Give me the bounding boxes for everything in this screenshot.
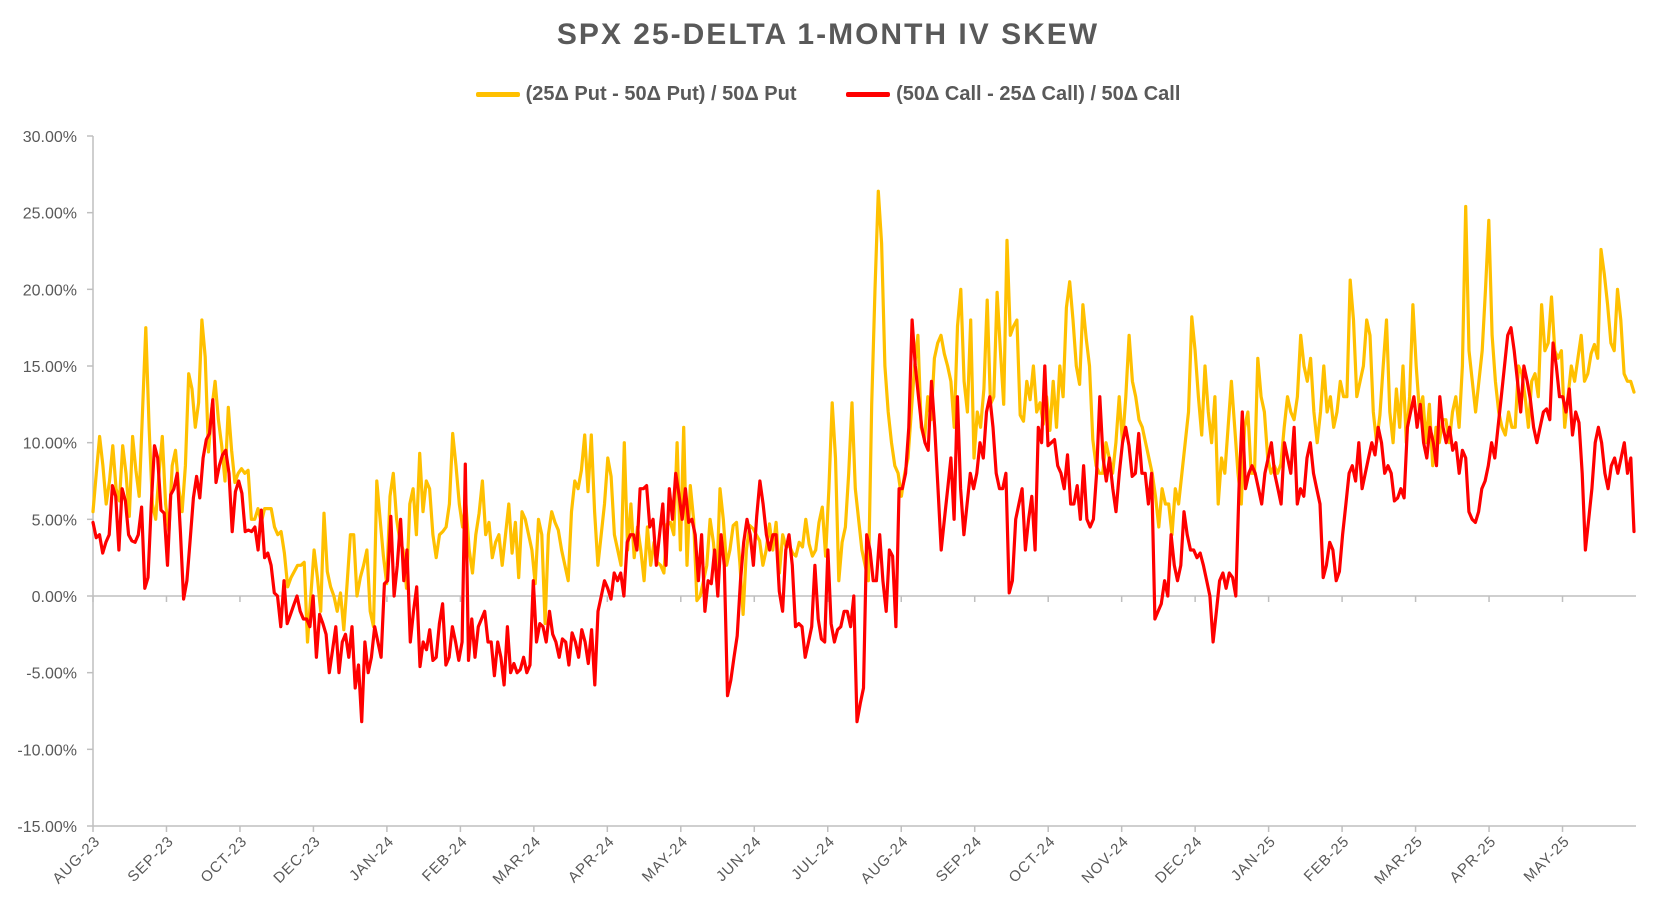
y-tick-label: 25.00% [23, 206, 77, 223]
y-tick-label: -10.00% [17, 742, 77, 759]
series-line-put-skew [91, 189, 1636, 644]
x-tick-label: APR-25 [1446, 833, 1499, 886]
x-tick-label: SEP-23 [124, 833, 177, 886]
x-tick-label: DEC-23 [270, 833, 324, 887]
x-tick-label: NOV-24 [1079, 833, 1133, 887]
x-tick-label: MAR-24 [490, 833, 545, 888]
legend-label-put-skew: (25Δ Put - 50Δ Put) / 50Δ Put [525, 83, 797, 105]
legend-label-call-skew: (50Δ Call - 25Δ Call) / 50Δ Call [896, 83, 1181, 105]
legend-item-put-skew: (25Δ Put - 50Δ Put) / 50Δ Put [475, 83, 797, 106]
x-tick-label: JUN-24 [713, 833, 765, 885]
legend-swatch-put-skew [475, 92, 520, 97]
x-tick-label: DEC-24 [1152, 833, 1206, 887]
x-tick-label: JAN-25 [1228, 833, 1280, 885]
y-tick-label: -5.00% [26, 666, 77, 683]
series-line-call-skew [91, 318, 1636, 724]
y-tick-label: 15.00% [23, 359, 77, 376]
y-tick-label: 30.00% [23, 129, 77, 146]
x-tick-label: AUG-23 [49, 833, 104, 888]
legend-swatch-call-skew [846, 92, 891, 97]
x-tick-label: SEP-24 [933, 833, 986, 886]
x-tick-label: MAR-25 [1371, 833, 1426, 888]
y-tick-label: 0.00% [32, 589, 77, 606]
x-tick-label: MAY-25 [1521, 833, 1574, 886]
y-tick-label: -15.00% [17, 819, 77, 836]
chart-legend: (25Δ Put - 50Δ Put) / 50Δ Put (50Δ Call … [0, 80, 1656, 106]
x-tick-label: OCT-24 [1006, 833, 1059, 886]
legend-item-call-skew: (50Δ Call - 25Δ Call) / 50Δ Call [846, 83, 1180, 106]
x-tick-label: AUG-24 [857, 833, 912, 888]
x-tick-label: MAY-24 [639, 833, 692, 886]
x-tick-label: FEB-25 [1301, 833, 1353, 885]
x-tick-label: JAN-24 [346, 833, 398, 885]
chart-title: SPX 25-DELTA 1-MONTH IV SKEW [556, 18, 1100, 51]
x-tick-label: APR-24 [565, 833, 618, 886]
x-tick-label: FEB-24 [419, 833, 471, 885]
y-tick-label: 10.00% [23, 436, 77, 453]
y-tick-label: 20.00% [23, 282, 77, 299]
x-tick-label: JUL-24 [788, 833, 838, 883]
x-tick-label: OCT-23 [197, 833, 250, 886]
y-tick-label: 5.00% [32, 512, 77, 529]
